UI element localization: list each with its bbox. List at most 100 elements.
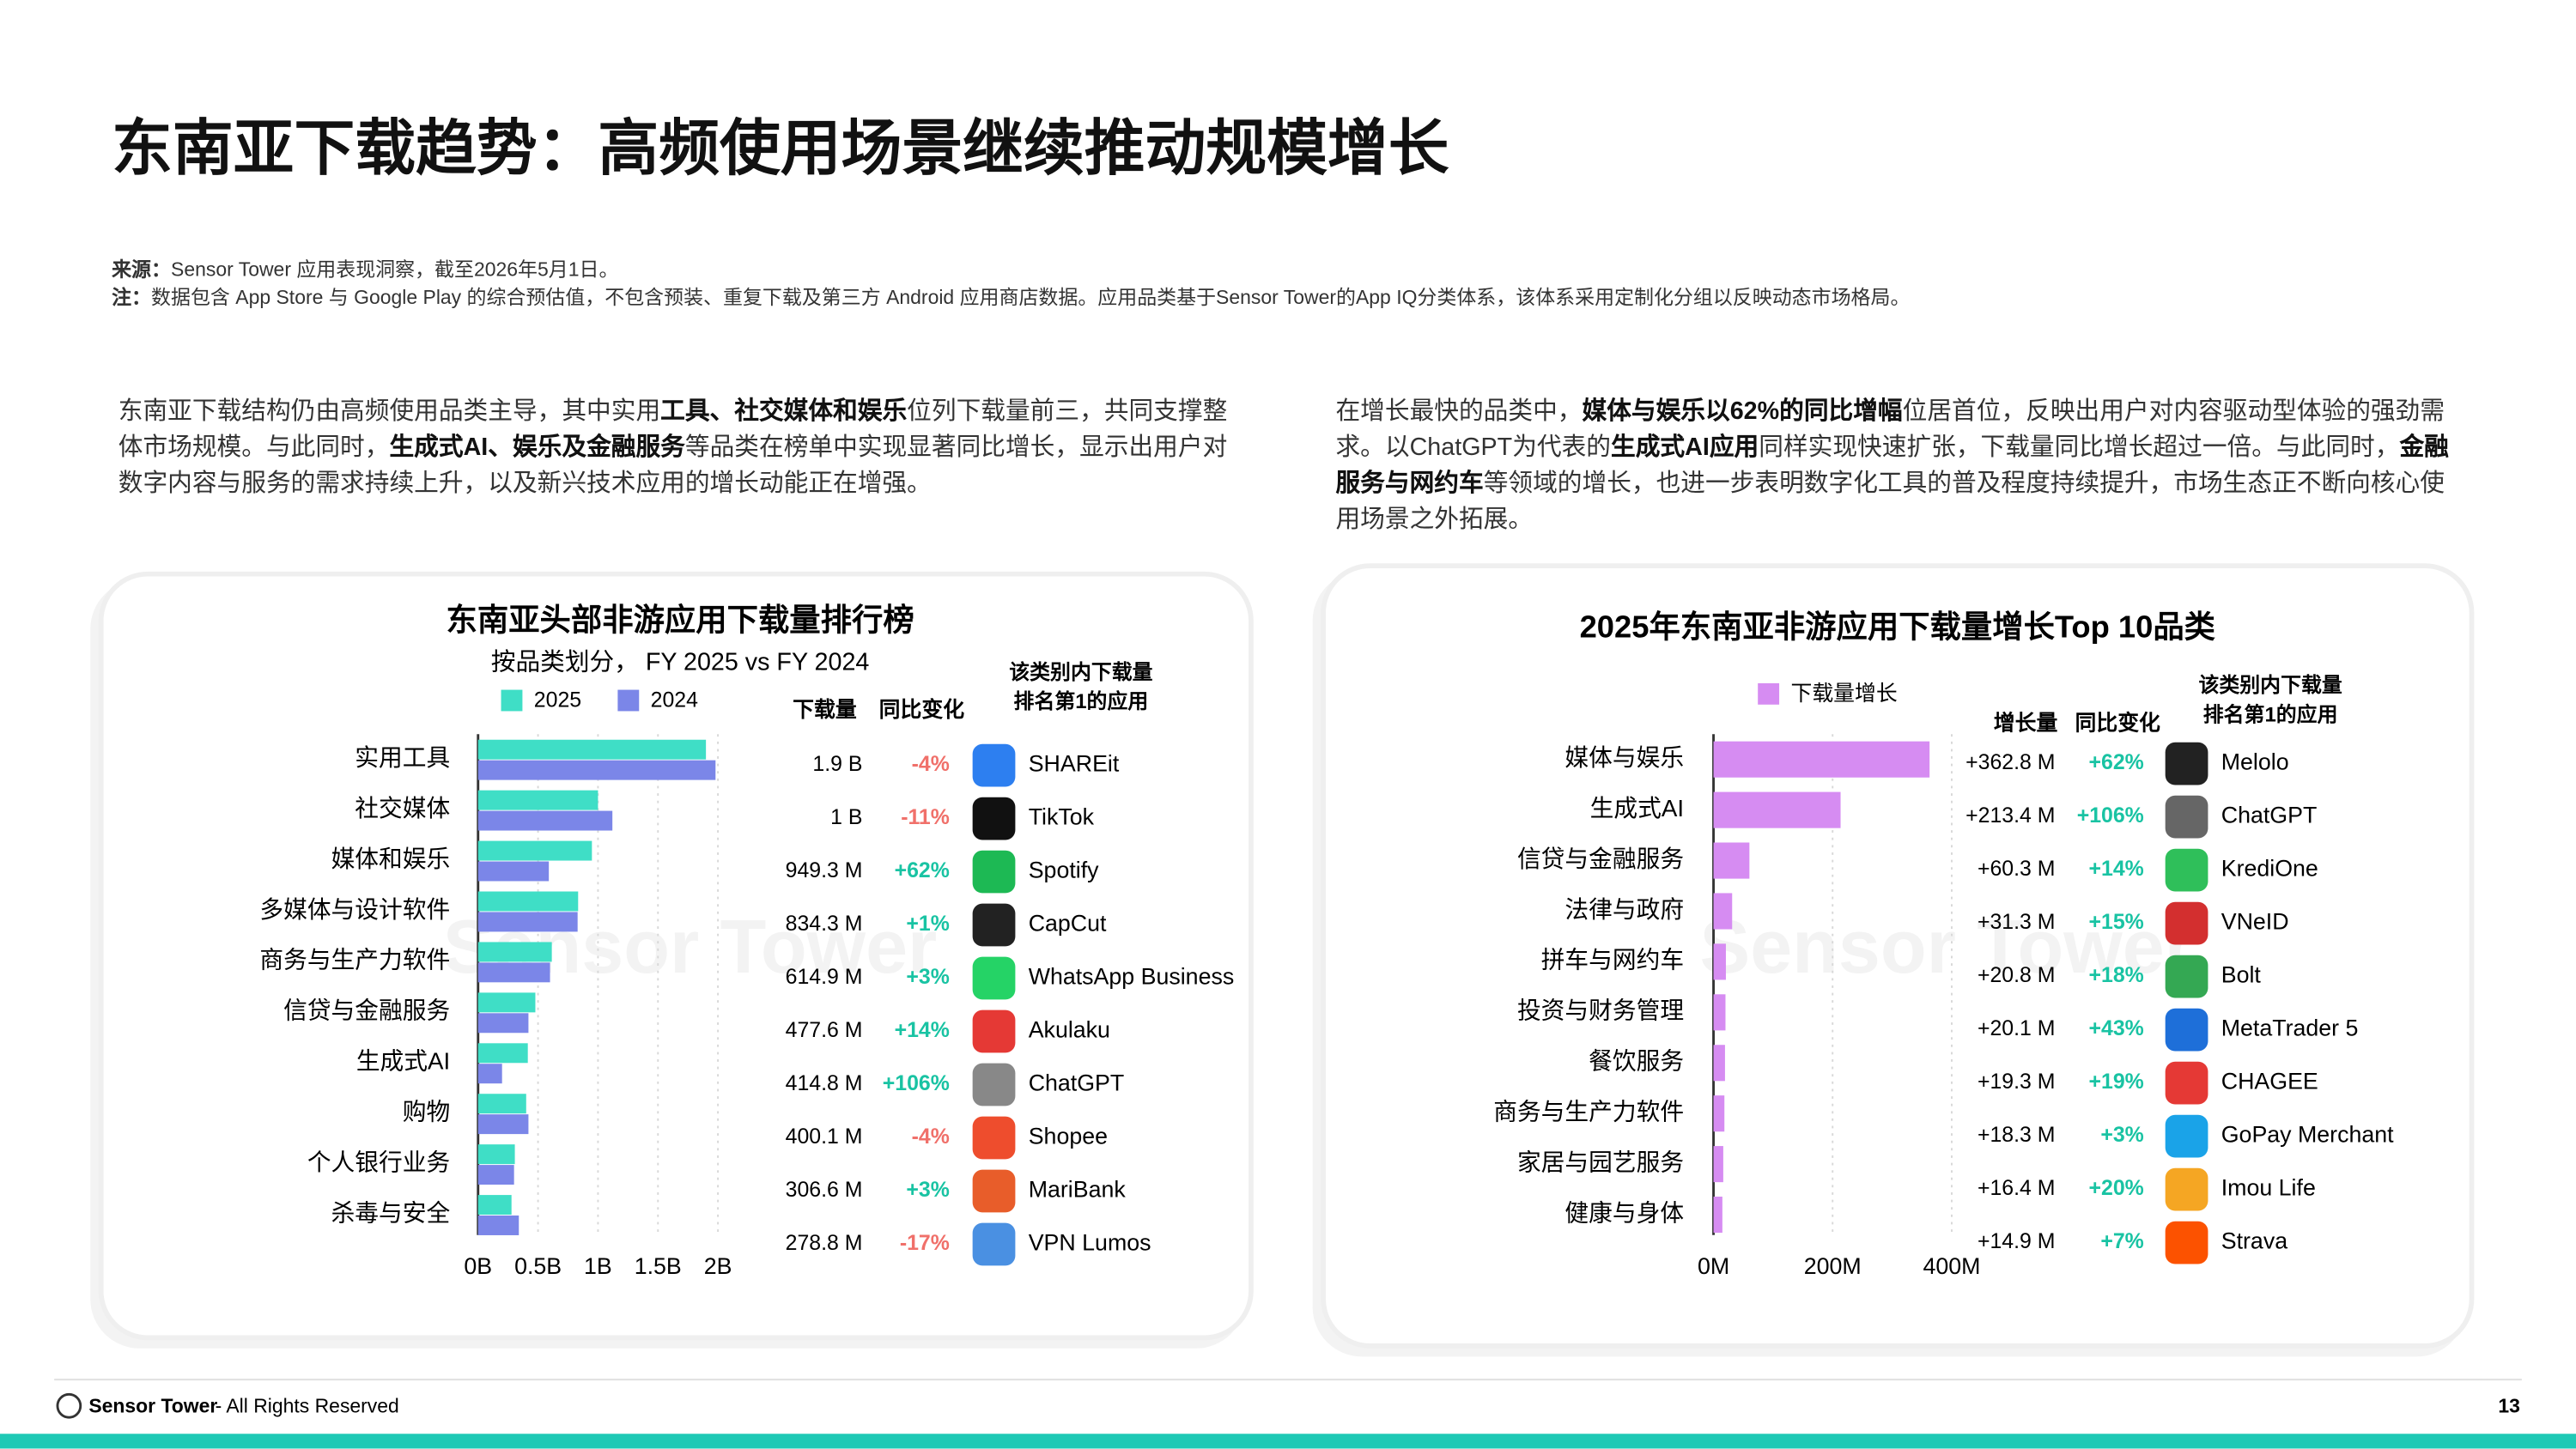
app-name: Akulaku	[1029, 1017, 1110, 1043]
bar	[477, 992, 536, 1013]
chart-title: 东南亚头部非游应用下载量排行榜	[447, 603, 914, 638]
footer-brand: Sensor Tower	[88, 1395, 217, 1417]
change-label: -11%	[901, 805, 950, 829]
app-icon	[972, 797, 1016, 840]
y-tick-label: 餐饮服务	[1589, 1048, 1684, 1075]
bar	[477, 1013, 529, 1034]
source-label: 来源：	[112, 258, 172, 282]
app-name: Spotify	[1029, 858, 1099, 883]
card-right	[1321, 563, 2475, 1349]
app-name: Shopee	[1029, 1124, 1108, 1149]
app-name: Melolo	[2221, 749, 2289, 775]
app-icon	[2165, 1114, 2208, 1158]
value-label: +16.4 M	[1978, 1176, 2056, 1200]
y-tick-label: 多媒体与设计软件	[259, 896, 450, 923]
y-tick-label: 拼车与网约车	[1541, 947, 1684, 973]
bar	[477, 1195, 512, 1216]
bar	[477, 1114, 529, 1135]
x-tick-label: 0.5B	[514, 1253, 562, 1279]
x-tick-label: 1B	[584, 1253, 612, 1279]
x-tick-label: 400M	[1923, 1253, 1980, 1279]
value-label: 477.6 M	[786, 1018, 863, 1042]
y-tick-label: 商务与生产力软件	[1493, 1099, 1684, 1125]
app-icon	[972, 743, 1016, 787]
app-icon	[972, 1222, 1016, 1266]
app-icon	[2165, 1061, 2208, 1105]
app-name: SHAREit	[1029, 751, 1120, 777]
value-label: +14.9 M	[1978, 1229, 2056, 1253]
app-name: GoPay Merchant	[2221, 1122, 2394, 1148]
value-label: +18.3 M	[1978, 1123, 2056, 1147]
app-name: CapCut	[1029, 911, 1107, 937]
change-label: +1%	[906, 912, 949, 936]
x-tick-label: 2B	[704, 1253, 732, 1279]
app-name: KrediOne	[2221, 856, 2318, 882]
bar	[1713, 1095, 1725, 1132]
y-tick-label: 法律与政府	[1564, 896, 1684, 923]
page-title: 东南亚下载趋势：高频使用场景继续推动规模增长	[112, 114, 1449, 183]
app-icon	[972, 1009, 1016, 1053]
change-label: +18%	[2089, 963, 2144, 987]
change-label: +106%	[2077, 803, 2144, 828]
y-tick-label: 家居与园艺服务	[1517, 1149, 1684, 1175]
x-tick-label: 0B	[464, 1253, 492, 1279]
bar	[477, 891, 579, 912]
y-tick-label: 实用工具	[355, 744, 450, 771]
legend-swatch	[617, 689, 640, 712]
app-name: MetaTrader 5	[2221, 1016, 2359, 1041]
table-header: 排名第1的应用	[1014, 689, 1149, 713]
chart-title: 2025年东南亚非游应用下载量增长Top 10品类	[1580, 609, 2216, 644]
value-label: 1.9 B	[812, 752, 862, 776]
paragraph-left: 东南亚下载结构仍由高频使用品类主导，其中实用工具、社交媒体和娱乐位列下载量前三，…	[118, 394, 1252, 502]
app-name: CHAGEE	[2221, 1069, 2318, 1094]
y-tick-label: 投资与财务管理	[1517, 997, 1684, 1024]
bar	[477, 1094, 526, 1114]
value-label: 414.8 M	[786, 1071, 863, 1095]
table-header: 该类别内下载量	[1009, 660, 1152, 684]
legend-swatch	[1758, 682, 1780, 705]
value-label: +20.8 M	[1978, 963, 2056, 987]
paragraph-text: 等品类在榜单中实现显著同比增长，显示出用户对数字内容与服务的需求持续上升，以及新…	[118, 433, 1228, 498]
bar	[1713, 893, 1733, 930]
change-label: -17%	[900, 1231, 950, 1255]
y-tick-label: 信贷与金融服务	[283, 997, 450, 1024]
legend-label: 2025	[534, 688, 581, 712]
change-label: +7%	[2100, 1229, 2143, 1253]
app-name: Bolt	[2221, 962, 2262, 988]
change-label: +3%	[2100, 1123, 2143, 1147]
app-icon	[2165, 742, 2208, 785]
paragraph-text: 位列下载量前三，共同支撑整体市场规模。与此同时，	[118, 397, 1228, 462]
app-name: WhatsApp Business	[1029, 964, 1235, 990]
value-label: +19.3 M	[1978, 1070, 2056, 1094]
change-label: +62%	[2089, 750, 2144, 774]
app-name: VNeID	[2221, 909, 2289, 935]
change-label: +43%	[2089, 1016, 2144, 1040]
x-tick-label: 1.5B	[635, 1253, 682, 1279]
app-icon	[2165, 1221, 2208, 1264]
paragraph-right: 在增长最快的品类中，媒体与娱乐以62%的同比增幅位居首位，反映出用户对内容驱动型…	[1335, 394, 2469, 538]
bar	[1713, 1045, 1725, 1082]
chart-subtitle: 按品类划分， FY 2025 vs FY 2024	[491, 649, 870, 676]
value-label: 834.3 M	[786, 912, 863, 936]
y-tick-label: 杀毒与安全	[331, 1199, 451, 1226]
change-label: +20%	[2089, 1176, 2144, 1200]
bar	[1713, 1197, 1722, 1234]
note-text: 数据包含 App Store 与 Google Play 的综合预估值，不包含预…	[151, 285, 1911, 309]
bar	[1713, 791, 1841, 828]
y-tick-label: 商务与生产力软件	[259, 947, 450, 973]
change-label: +14%	[2089, 857, 2144, 881]
bar	[477, 1216, 519, 1235]
change-label: +19%	[2089, 1070, 2144, 1094]
note-label: 注：	[112, 285, 152, 309]
legend-swatch	[501, 689, 523, 712]
app-name: ChatGPT	[2221, 803, 2318, 828]
paragraph-text: 同样实现快速扩张，下载量同比增长超过一倍。与此同时，	[1759, 433, 2400, 462]
bar	[477, 810, 613, 831]
table-header: 该类别内下载量	[2198, 673, 2342, 697]
y-tick-label: 生成式AI	[356, 1048, 450, 1075]
app-name: Strava	[2221, 1228, 2287, 1254]
y-tick-label: 个人银行业务	[307, 1149, 450, 1175]
footer-logo	[56, 1392, 82, 1419]
